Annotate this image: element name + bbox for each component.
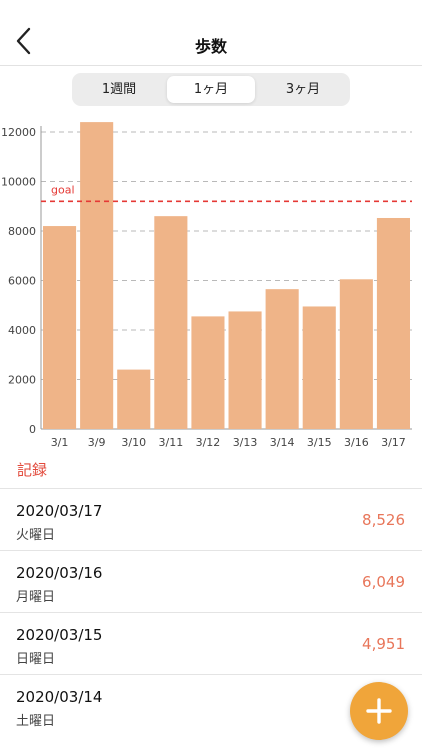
record-steps-value: 4,951	[362, 635, 405, 653]
x-tick-label: 3/16	[344, 436, 369, 449]
y-tick-label: 4000	[8, 324, 36, 337]
record-row[interactable]: 2020/03/14 土曜日	[0, 674, 422, 736]
bar	[339, 279, 373, 429]
record-steps-value: 6,049	[362, 573, 405, 591]
x-tick-label: 3/17	[381, 436, 406, 449]
bar	[80, 122, 114, 429]
y-tick-label: 10000	[1, 176, 36, 189]
record-weekday: 日曜日	[16, 652, 56, 667]
add-record-button[interactable]	[350, 682, 408, 740]
record-date: 2020/03/15	[16, 626, 103, 644]
bar	[302, 306, 336, 429]
record-date: 2020/03/17	[16, 502, 103, 520]
x-tick-label: 3/14	[270, 436, 295, 449]
bar	[265, 289, 299, 429]
record-weekday: 土曜日	[16, 714, 56, 729]
x-tick-label: 3/1	[51, 436, 69, 449]
record-steps-value: 8,526	[362, 511, 405, 529]
x-tick-label: 3/12	[196, 436, 221, 449]
bar	[43, 226, 77, 429]
x-tick-label: 3/9	[88, 436, 106, 449]
y-tick-label: 2000	[8, 374, 36, 387]
bar	[191, 316, 225, 429]
record-row[interactable]: 2020/03/16 月曜日 6,049	[0, 550, 422, 612]
back-button[interactable]	[10, 24, 40, 58]
bar	[117, 369, 151, 429]
records-list: 2020/03/17 火曜日 8,526 2020/03/16 月曜日 6,04…	[0, 488, 422, 736]
chevron-left-icon	[16, 27, 31, 55]
plus-icon	[366, 698, 392, 724]
y-tick-label: 6000	[8, 275, 36, 288]
record-date: 2020/03/14	[16, 688, 103, 706]
bar	[228, 311, 262, 429]
chart-svg: 0 2000 4000 6000 8000 10000 12000 3/1 3/9 3/10 3/1…	[1, 122, 412, 449]
tab-1-month[interactable]: 1ヶ月	[167, 76, 255, 103]
page-title: 歩数	[194, 37, 227, 56]
nav-bar: 歩数	[0, 0, 422, 66]
goal-label: goal	[51, 183, 75, 196]
x-tick-label: 3/13	[233, 436, 258, 449]
tab-1-week[interactable]: 1週間	[101, 82, 137, 97]
record-row[interactable]: 2020/03/17 火曜日 8,526	[0, 488, 422, 550]
y-tick-label: 8000	[8, 225, 36, 238]
steps-bar-chart: 0 2000 4000 6000 8000 10000 12000 3/1 3/9 3/10 3/1…	[0, 112, 422, 452]
record-date: 2020/03/16	[16, 564, 103, 582]
x-tick-label: 3/11	[158, 436, 183, 449]
y-tick-label: 0	[29, 423, 36, 436]
x-tick-label: 3/15	[307, 436, 332, 449]
period-segmented-control: 1週間 1ヶ月 3ヶ月	[72, 73, 350, 106]
record-weekday: 火曜日	[16, 528, 56, 543]
record-weekday: 月曜日	[16, 590, 56, 605]
record-row[interactable]: 2020/03/15 日曜日 4,951	[0, 612, 422, 674]
records-section-label: 記録	[17, 461, 48, 479]
x-tick-label: 3/10	[121, 436, 146, 449]
bar	[154, 216, 188, 429]
bar	[376, 217, 410, 429]
y-tick-label: 12000	[1, 126, 36, 139]
tab-3-months[interactable]: 3ヶ月	[285, 82, 321, 97]
